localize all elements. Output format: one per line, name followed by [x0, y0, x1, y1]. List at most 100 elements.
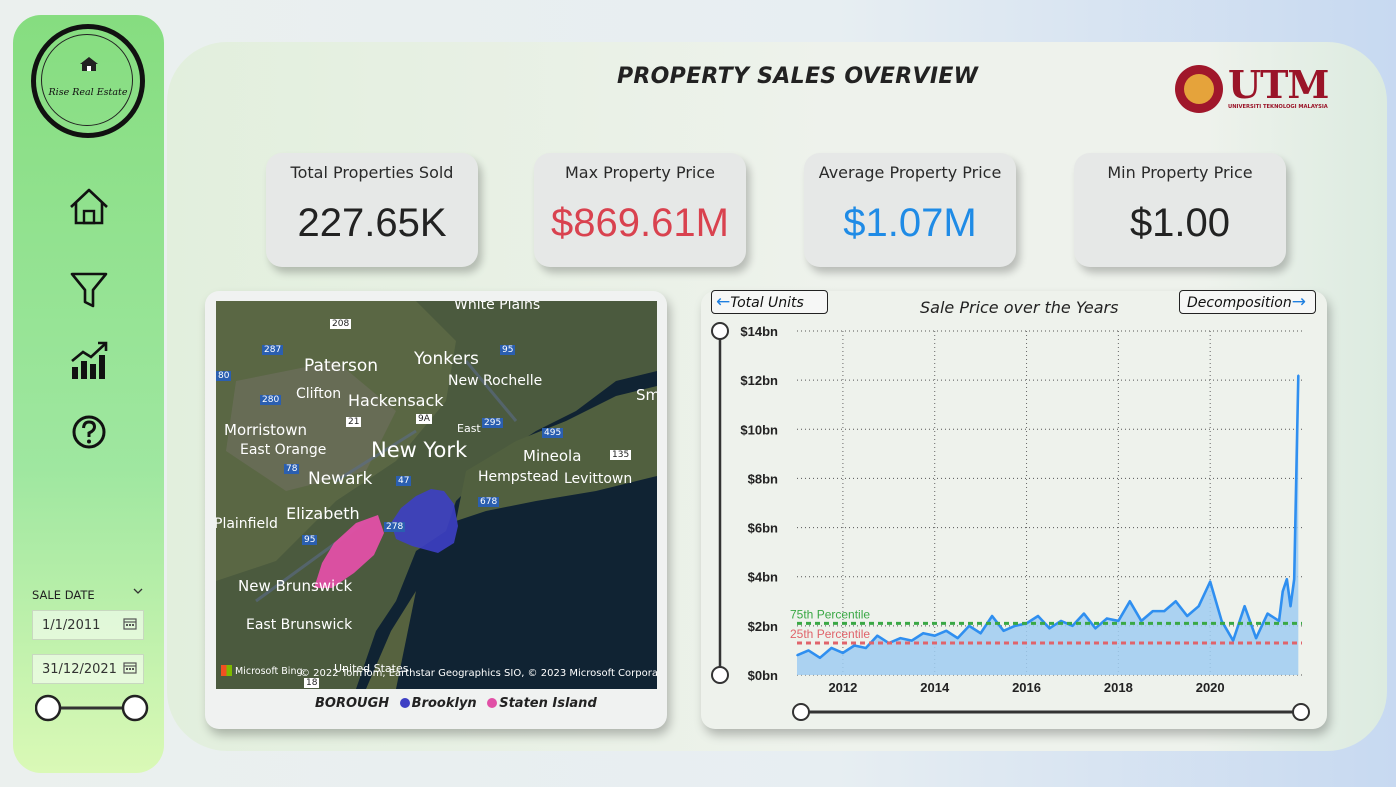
x-tick-label: 2018 — [1104, 680, 1133, 695]
road-badges: 208 287 95 80 280 21 9A 295 495 135 78 4… — [216, 301, 657, 689]
range-end-handle[interactable] — [121, 694, 149, 722]
road-badge: 47 — [396, 476, 412, 486]
help-icon[interactable] — [67, 410, 111, 454]
data-point — [1286, 578, 1288, 580]
map-label: Newark — [308, 469, 373, 489]
data-point — [1129, 600, 1131, 603]
data-point — [1151, 610, 1154, 612]
map-provider: Microsoft Bing — [235, 666, 303, 677]
data-point — [1297, 374, 1300, 377]
calendar-icon[interactable] — [123, 617, 137, 630]
data-point — [1117, 620, 1120, 622]
range-start-handle[interactable] — [35, 694, 62, 722]
arrow-left-icon: ← — [716, 292, 731, 312]
decomposition-button[interactable]: Decomposition→ — [1179, 290, 1316, 314]
data-point — [842, 652, 844, 654]
road-badge: 78 — [284, 464, 300, 474]
map-label: Mineola — [523, 447, 582, 465]
filter-icon[interactable] — [67, 268, 111, 312]
borough-map[interactable]: White Plains Paterson Yonkers New Rochel… — [216, 301, 657, 689]
data-point — [796, 654, 798, 657]
map-label: New York — [371, 438, 468, 462]
sidebar: Rise Real Estate SALE DATE 1/1/2011 31/1… — [13, 15, 164, 773]
map-label: East Orange — [240, 442, 327, 458]
road-badge: 278 — [384, 522, 406, 532]
data-point — [807, 649, 810, 652]
start-date-input[interactable]: 1/1/2011 — [32, 610, 144, 640]
data-point — [1083, 612, 1085, 615]
map-attribution: © 2022 TomTom, Earthstar Geographics SIO… — [300, 668, 657, 679]
kpi-label: Total Properties Sold — [290, 163, 454, 182]
data-point — [1037, 615, 1039, 617]
kpi-card-min-price: Min Property Price $1.00 — [1074, 153, 1286, 267]
chevron-down-icon[interactable] — [132, 586, 144, 599]
road-badge: 21 — [346, 417, 362, 427]
legend-item-brooklyn[interactable]: Brooklyn — [411, 696, 477, 711]
data-point — [1014, 625, 1016, 627]
legend-dot — [399, 698, 410, 708]
road-badge: 678 — [478, 497, 500, 507]
map-label: Hempstead — [478, 469, 559, 485]
x-tick-label: 2020 — [1196, 680, 1225, 695]
data-point — [945, 629, 948, 632]
data-point — [1002, 629, 1005, 632]
total-units-button[interactable]: ←Total Units — [711, 290, 828, 314]
y-tick-label: $12bn — [740, 373, 778, 388]
calendar-icon[interactable] — [123, 661, 137, 674]
map-canvas[interactable] — [216, 301, 657, 689]
staten-island-region — [314, 515, 384, 588]
y-tick-label: $4bn — [748, 570, 778, 585]
legend-item-staten-island[interactable]: Staten Island — [499, 696, 597, 711]
road-badge: 95 — [302, 535, 318, 545]
data-point — [853, 644, 856, 647]
x-range-end-handle — [1292, 703, 1310, 721]
sale-date-slicer-title: SALE DATE — [32, 588, 95, 602]
university-name: UNIVERSITI TEKNOLOGI MALAYSIA — [1228, 104, 1328, 110]
data-point — [1255, 637, 1257, 639]
map-labels: White Plains Paterson Yonkers New Rochel… — [216, 301, 657, 689]
data-point — [1209, 580, 1211, 583]
data-point — [1106, 617, 1108, 620]
road-badge: 280 — [260, 395, 282, 405]
utm-logo-text: UTM — [1228, 62, 1329, 107]
map-label: Clifton — [296, 386, 342, 402]
kpi-card-total-properties: Total Properties Sold 227.65K — [266, 153, 478, 267]
data-point — [865, 647, 867, 649]
map-label: Paterson — [304, 356, 379, 376]
map-label: East — [457, 422, 481, 435]
end-date-value: 31/12/2021 — [42, 662, 117, 677]
home-icon[interactable] — [67, 185, 111, 229]
sale-price-chart[interactable]: $0bn $2bn $4bn $6bn $8bn $10bn $12bn $14bn 2012 2… — [701, 291, 1327, 729]
data-point — [1289, 605, 1292, 607]
data-point — [876, 634, 879, 637]
kpi-value: $869.61M — [551, 201, 729, 245]
road-badge: 9A — [416, 414, 432, 424]
x-tick-label: 2014 — [920, 680, 950, 695]
data-point — [830, 647, 833, 649]
logo-text: Rise Real Estate — [48, 87, 128, 98]
data-point — [1174, 600, 1177, 603]
data-point — [1094, 627, 1097, 630]
data-point — [1278, 620, 1280, 622]
microsoft-logo-icon — [221, 665, 232, 676]
data-point — [922, 632, 925, 635]
end-date-input[interactable]: 31/12/2021 — [32, 654, 144, 684]
data-point — [819, 657, 821, 659]
start-date-value: 1/1/2011 — [42, 618, 101, 633]
bing-logo: Microsoft Bing — [221, 665, 303, 677]
map-label: Elizabeth — [286, 504, 360, 523]
logo-ring — [41, 34, 133, 126]
data-point — [910, 639, 913, 642]
bar-chart-icon[interactable] — [67, 339, 111, 383]
x-tick-label: 2016 — [1012, 680, 1041, 695]
arrow-right-icon: → — [1291, 292, 1306, 312]
page-title: PROPERTY SALES OVERVIEW — [617, 64, 979, 89]
map-label: Levittown — [564, 471, 633, 487]
legend-title: BOROUGH — [315, 696, 390, 711]
date-range-slider[interactable] — [35, 693, 149, 723]
map-label: New Rochelle — [448, 373, 543, 389]
map-label: United States — [334, 662, 409, 675]
data-point — [1060, 620, 1062, 622]
company-logo: Rise Real Estate — [31, 24, 145, 138]
y-range-bottom-handle — [711, 666, 729, 684]
